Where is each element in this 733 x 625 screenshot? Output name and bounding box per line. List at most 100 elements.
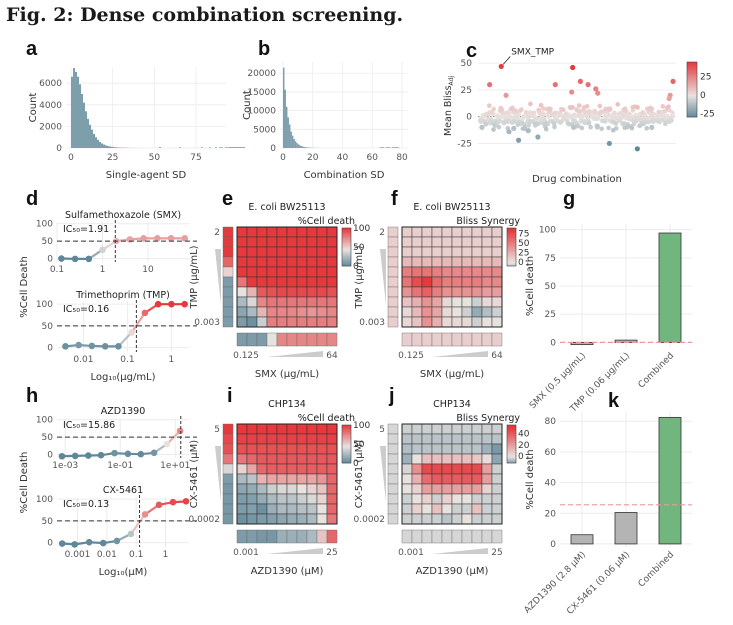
heatmap-cell (451, 306, 463, 318)
colorbar-segment (507, 426, 516, 428)
heatmap-cell (451, 266, 463, 278)
heatmap-cell (491, 286, 503, 298)
colorbar-segment (507, 248, 516, 250)
y-tick-label-max: 2 (214, 228, 220, 238)
heatmap-cell (491, 483, 503, 495)
heatmap-cell (481, 246, 493, 258)
y-tick-label: 100 (36, 300, 53, 310)
heatmap-cell (236, 286, 248, 298)
heatmap-cell (326, 493, 338, 505)
scatter-point (570, 104, 575, 110)
single-agent-cell-y (387, 423, 399, 435)
colorbar-segment (687, 66, 697, 68)
heatmap-cell (441, 266, 453, 278)
data-point (113, 537, 121, 545)
single-agent-cell-x (286, 332, 298, 347)
colorbar-segment (342, 455, 351, 457)
heatmap-cell (471, 266, 483, 278)
scatter-point (623, 108, 629, 114)
x-axis-label: AZD1390 (μM) (251, 566, 324, 577)
histogram-bar (103, 144, 105, 148)
heatmap-cell (236, 483, 248, 495)
heatmap-cell (441, 276, 453, 288)
heatmap-cell (401, 266, 413, 278)
scatter-point (670, 113, 675, 118)
x-tick-label-max: 64 (491, 351, 503, 361)
histogram-bar (115, 147, 117, 148)
colorbar-segment (342, 264, 351, 267)
dose-panel-title: Sulfamethoxazole (SMX) (65, 210, 181, 221)
histogram-bar (111, 146, 113, 148)
heatmap-cell (306, 473, 318, 485)
colorbar-segment (342, 241, 351, 244)
single-agent-cell-x (461, 529, 473, 544)
heatmap-cell (461, 226, 473, 238)
data-point (71, 541, 78, 548)
heatmap-cell (401, 493, 413, 505)
heatmap-cell (296, 316, 308, 328)
y-tick-label: 0 (466, 113, 472, 123)
scatter-point (540, 110, 546, 116)
heatmap-cell (316, 503, 328, 515)
data-point (58, 452, 66, 460)
histogram-bar (101, 143, 103, 148)
histogram-bar (288, 124, 291, 148)
single-agent-cell-x (236, 529, 248, 544)
heatmap-cell (471, 423, 483, 435)
heatmap-cell (256, 306, 268, 318)
colorbar-segment (507, 253, 516, 255)
heatmap-cell (451, 493, 463, 505)
heatmap-cell (276, 276, 288, 288)
heatmap-cell (431, 226, 443, 238)
legend-title: %Cell death (298, 413, 355, 424)
y-axis-label: Mean BlissAdj (443, 76, 455, 136)
colorbar-tick: 40 (518, 430, 530, 440)
heatmap-cell (236, 276, 248, 288)
scatter-point-highlight (479, 124, 485, 130)
colorbar-segment (507, 231, 516, 234)
colorbar-segment (507, 440, 516, 442)
scatter-point-highlight (525, 128, 531, 134)
heatmap-cell (401, 236, 413, 248)
heatmap-cell (421, 483, 433, 495)
scatter-point-highlight (606, 140, 612, 147)
y-tick-label: 0 (56, 144, 62, 154)
heatmap-cell (326, 423, 338, 435)
colorbar-tick: 25 (518, 249, 529, 259)
heatmap-cell (421, 513, 433, 525)
x-tick-label: 1 (100, 265, 106, 275)
scatter-point (528, 101, 533, 107)
data-point (141, 511, 149, 518)
heatmap-cell (306, 503, 318, 515)
scatter-point (615, 102, 621, 107)
colorbar-segment (687, 111, 697, 114)
heatmap-cell (256, 316, 268, 328)
colorbar-segment (342, 440, 351, 442)
colorbar-segment (342, 235, 351, 238)
heatmap-cell (286, 296, 298, 308)
heatmap-cell (296, 463, 308, 475)
colorbar-tick: 100 (353, 421, 370, 431)
scatter-point-highlight (552, 82, 558, 88)
x-tick-label: 20 (307, 153, 319, 163)
heatmap-cell (236, 316, 248, 328)
heatmap-cell (421, 463, 433, 475)
histogram-bar (394, 147, 397, 148)
heatmap-cell (471, 316, 483, 328)
histogram-bar (243, 147, 245, 148)
data-point (71, 452, 79, 460)
heatmap-cell (461, 493, 473, 505)
colorbar-segment (687, 85, 697, 88)
colorbar-segment (507, 444, 516, 446)
heatmap-cell (246, 306, 258, 318)
colorbar-segment (507, 235, 516, 238)
y-tick-label: 50 (42, 517, 54, 527)
colorbar-segment (342, 236, 351, 239)
colorbar-segment (342, 260, 351, 263)
heatmap-cell (431, 453, 443, 465)
heatmap-cell (316, 226, 328, 238)
heatmap-cell (286, 226, 298, 238)
single-agent-cell-y (222, 513, 234, 525)
colorbar-segment (687, 90, 697, 93)
concentration-wedge-x (267, 351, 323, 357)
